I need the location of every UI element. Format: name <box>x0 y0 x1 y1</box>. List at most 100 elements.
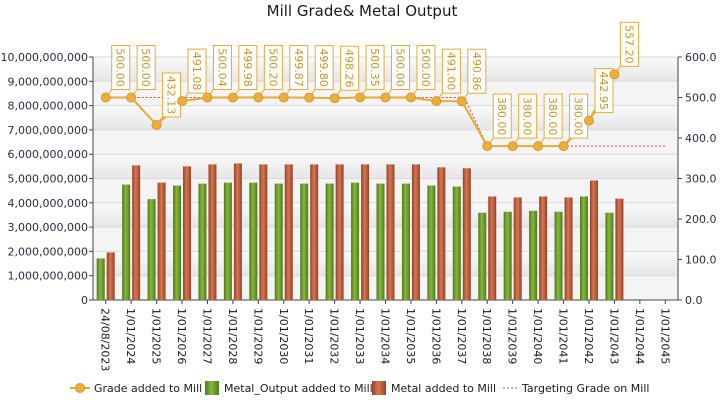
plot-band <box>93 154 678 179</box>
x-axis-tick-label: 1/01/2043 <box>607 308 620 364</box>
metal-added-bar <box>386 164 395 300</box>
grade-data-label: 499.80 <box>317 48 330 87</box>
grade-point <box>355 92 366 103</box>
right-axis-tick-label: 200.0 <box>685 213 717 226</box>
grade-point <box>380 92 391 103</box>
grade-point <box>227 92 238 103</box>
grade-label-box <box>518 93 538 139</box>
metal-added-bar <box>462 168 471 300</box>
metal-added-bar <box>513 197 522 300</box>
right-axis-tick-label: 0.0 <box>685 294 703 307</box>
metal-output-bar <box>198 183 207 300</box>
grade-data-label: 380.00 <box>521 97 534 136</box>
x-axis-tick-label: 1/01/2025 <box>150 308 163 364</box>
metal-output-bar <box>478 212 487 300</box>
grade-label-box <box>416 45 436 90</box>
grade-label-box <box>187 48 207 94</box>
left-axis-tick-label: 4,000,000,000 <box>8 197 88 210</box>
legend-item-label: Grade added to Mill <box>94 382 202 395</box>
metal-added-bar <box>437 167 446 300</box>
grade-data-label: 490.86 <box>470 52 483 91</box>
x-axis-tick-label: 1/01/2026 <box>175 308 188 364</box>
grade-data-label: 491.08 <box>190 52 203 91</box>
metal-output-bar <box>325 183 334 300</box>
metal-output-bar <box>529 210 538 300</box>
grade-data-label: 442.95 <box>597 71 610 110</box>
grade-data-label: 491.00 <box>444 52 457 91</box>
grade-label-box <box>594 68 614 114</box>
grade-label-box <box>162 72 182 118</box>
metal-output-bar <box>351 182 360 300</box>
left-axis-tick-label: 7,000,000,000 <box>8 124 88 137</box>
grade-point <box>329 93 340 104</box>
x-axis-tick-label: 1/01/2036 <box>429 308 442 364</box>
grade-point <box>431 96 442 107</box>
metal-output-bar <box>503 211 512 300</box>
chart-title: Mill Grade& Metal Output <box>267 2 458 20</box>
left-axis-tick-label: 0 <box>81 294 88 307</box>
metal-added-bar <box>106 252 115 300</box>
metal-added-bar <box>361 164 370 300</box>
metal-output-bar <box>96 258 105 300</box>
grade-data-label: 499.98 <box>241 48 254 87</box>
grade-data-label: 500.00 <box>139 48 152 87</box>
metal-added-bar <box>233 163 242 300</box>
grade-point <box>253 92 264 103</box>
left-axis-tick-label: 9,000,000,000 <box>8 75 88 88</box>
grade-point <box>507 141 518 152</box>
grade-label-box <box>238 45 258 91</box>
metal-added-bar <box>411 164 420 300</box>
metal-added-bar <box>132 165 141 300</box>
grade-point <box>304 92 315 103</box>
grade-point <box>126 92 137 103</box>
grade-label-box <box>365 44 385 90</box>
metal-added-bar <box>615 198 624 300</box>
legend-item-label: Metal added to Mill <box>391 382 496 395</box>
grade-data-label: 500.00 <box>394 48 407 87</box>
metal-added-bar <box>539 196 548 300</box>
metal-output-bar <box>376 183 385 300</box>
x-axis-tick-label: 1/01/2035 <box>404 308 417 364</box>
grade-label-box <box>543 93 563 139</box>
grade-label-box <box>212 44 232 90</box>
grade-label-box <box>314 45 334 91</box>
legend-grade-marker-icon <box>75 383 85 393</box>
metal-output-bar <box>223 182 232 300</box>
x-axis-tick-label: 1/01/2040 <box>531 308 544 364</box>
metal-added-bar <box>259 164 268 300</box>
grade-data-label: 498.26 <box>343 49 356 88</box>
metal-added-bar <box>564 197 573 300</box>
metal-added-bar <box>284 164 293 300</box>
left-axis-tick-label: 2,000,000,000 <box>8 245 88 258</box>
grade-data-label: 380.00 <box>572 97 585 136</box>
right-axis-tick-label: 300.0 <box>685 173 717 186</box>
metal-added-bar <box>208 164 217 300</box>
left-axis-tick-label: 10,000,000,000 <box>1 51 88 64</box>
grade-point <box>456 96 467 107</box>
x-axis-tick-label: 1/01/2038 <box>480 308 493 364</box>
x-axis-tick-label: 1/01/2039 <box>506 308 519 364</box>
right-axis-tick-label: 500.0 <box>685 92 717 105</box>
x-axis-tick-label: 24/08/2023 <box>99 308 112 371</box>
metal-added-bar <box>589 180 598 300</box>
grade-data-label: 380.00 <box>546 97 559 136</box>
grade-data-label: 380.00 <box>495 97 508 136</box>
grade-data-label: 500.04 <box>215 48 228 87</box>
grade-label-box <box>391 45 410 90</box>
grade-label-box <box>441 48 461 94</box>
x-axis-tick-label: 1/01/2031 <box>302 308 315 364</box>
grade-point <box>405 92 416 103</box>
metal-added-bar <box>335 164 344 300</box>
x-axis-tick-label: 1/01/2037 <box>455 308 468 364</box>
x-axis-tick-label: 1/01/2027 <box>200 308 213 364</box>
metal-output-bar <box>173 185 182 300</box>
grade-label-box <box>340 45 360 91</box>
metal-added-bar <box>488 196 497 300</box>
metal-output-bar <box>605 212 614 300</box>
metal-output-bar <box>274 183 283 300</box>
x-axis-tick-label: 1/01/2044 <box>633 308 646 364</box>
right-axis-tick-label: 600.0 <box>685 51 717 64</box>
legend-red-swatch-icon <box>372 381 386 395</box>
legend-green-swatch-icon <box>205 381 219 395</box>
